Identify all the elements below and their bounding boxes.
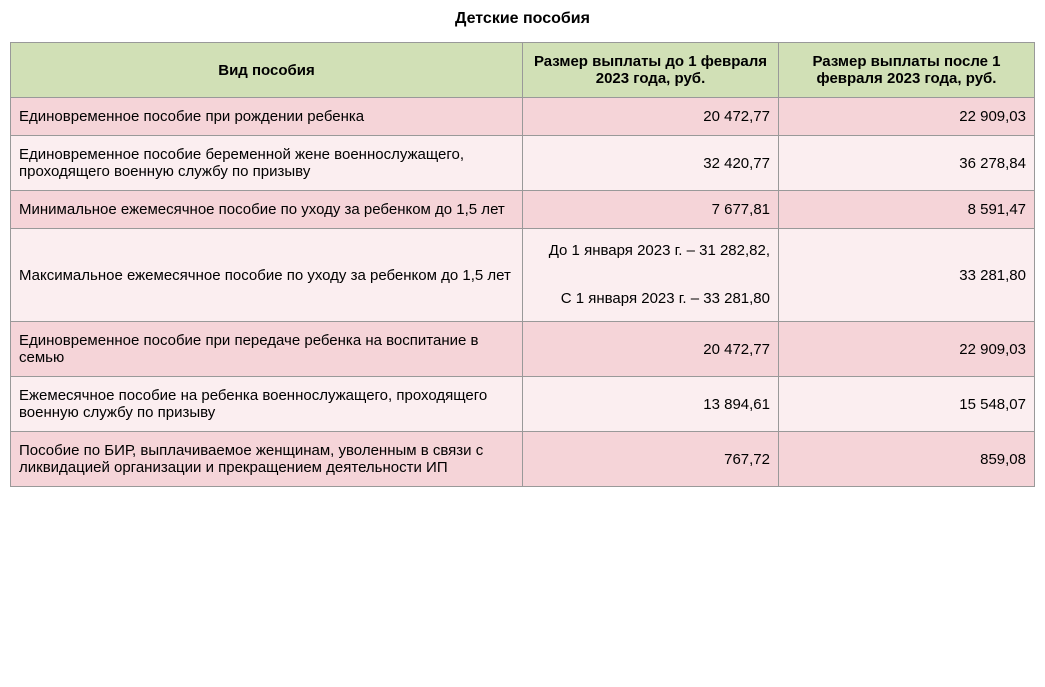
col-header-type: Вид пособия	[11, 43, 523, 98]
cell-benefit-type: Ежемесячное пособие на ребенка военнослу…	[11, 377, 523, 432]
table-body: Единовременное пособие при рождении ребе…	[11, 98, 1035, 487]
cell-amount-after: 33 281,80	[779, 229, 1035, 322]
col-header-before: Размер выплаты до 1 февраля 2023 года, р…	[523, 43, 779, 98]
cell-amount-after: 36 278,84	[779, 136, 1035, 191]
cell-amount-after: 15 548,07	[779, 377, 1035, 432]
table-row: Единовременное пособие при рождении ребе…	[11, 98, 1035, 136]
cell-amount-after: 8 591,47	[779, 191, 1035, 229]
cell-amount-before: До 1 января 2023 г. – 31 282,82, С 1 янв…	[523, 229, 779, 322]
cell-amount-before: 32 420,77	[523, 136, 779, 191]
table-row: Единовременное пособие беременной жене в…	[11, 136, 1035, 191]
table-row: Минимальное ежемесячное пособие по уходу…	[11, 191, 1035, 229]
cell-amount-before: 20 472,77	[523, 98, 779, 136]
cell-amount-before: 20 472,77	[523, 322, 779, 377]
cell-benefit-type: Минимальное ежемесячное пособие по уходу…	[11, 191, 523, 229]
cell-amount-after: 859,08	[779, 432, 1035, 487]
page-title: Детские пособия	[10, 10, 1035, 28]
table-row: Единовременное пособие при передаче ребе…	[11, 322, 1035, 377]
cell-benefit-type: Пособие по БИР, выплачиваемое женщинам, …	[11, 432, 523, 487]
table-row: Максимальное ежемесячное пособие по уход…	[11, 229, 1035, 322]
table-header-row: Вид пособия Размер выплаты до 1 февраля …	[11, 43, 1035, 98]
cell-amount-before: 7 677,81	[523, 191, 779, 229]
table-row: Ежемесячное пособие на ребенка военнослу…	[11, 377, 1035, 432]
cell-amount-after: 22 909,03	[779, 322, 1035, 377]
cell-benefit-type: Единовременное пособие беременной жене в…	[11, 136, 523, 191]
cell-amount-before: 13 894,61	[523, 377, 779, 432]
table-row: Пособие по БИР, выплачиваемое женщинам, …	[11, 432, 1035, 487]
cell-benefit-type: Максимальное ежемесячное пособие по уход…	[11, 229, 523, 322]
col-header-after: Размер выплаты после 1 февраля 2023 года…	[779, 43, 1035, 98]
cell-benefit-type: Единовременное пособие при рождении ребе…	[11, 98, 523, 136]
cell-amount-before: 767,72	[523, 432, 779, 487]
cell-amount-after: 22 909,03	[779, 98, 1035, 136]
cell-benefit-type: Единовременное пособие при передаче ребе…	[11, 322, 523, 377]
benefits-table: Вид пособия Размер выплаты до 1 февраля …	[10, 42, 1035, 487]
